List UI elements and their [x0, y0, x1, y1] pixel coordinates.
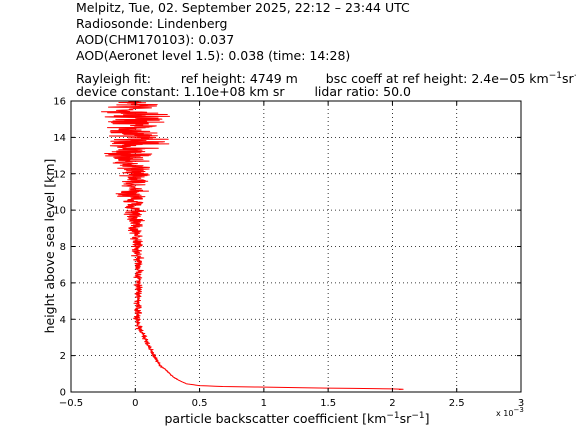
x-axis-label-exp1: −1: [386, 411, 399, 421]
x-tick-label: 2.5: [449, 398, 465, 409]
x-axis-multiplier: x 10−3: [496, 406, 524, 418]
y-tick-label: 8: [60, 242, 66, 253]
title-line-location-time: Melpitz, Tue, 02. September 2025, 22:12 …: [76, 0, 410, 15]
x-tick-label: −0.5: [59, 398, 83, 409]
bsc-coeff-prefix: bsc coeff at ref height: 2.4e−05 km: [325, 71, 549, 87]
title-line-device-constant: device constant: 1.10e+08 km sr lidar ra…: [76, 84, 411, 100]
title-line-aod-chm: AOD(CHM170103): 0.037: [76, 32, 235, 47]
x-tick-label: 0.5: [192, 398, 208, 409]
x-axis-label-suffix: ]: [425, 411, 430, 426]
x-tick-label: 2: [389, 398, 395, 409]
y-tick-label: 6: [60, 278, 66, 289]
x-tick-label: 0: [132, 398, 138, 409]
y-axis-label: height above sea level [km]: [42, 159, 57, 334]
x-axis-label: particle backscatter coefficient [km−1sr…: [164, 411, 429, 426]
y-tick-label: 4: [60, 315, 66, 326]
device-constant-text: device constant: 1.10e+08 km sr: [76, 84, 285, 99]
title-line-aod-aeronet: AOD(Aeronet level 1.5): 0.038 (time: 14:…: [76, 48, 351, 63]
bsc-coeff-text: bsc coeff at ref height: 2.4e−05 km−1sr−…: [326, 71, 576, 86]
ref-height-text: ref height: 4749 m: [180, 71, 298, 87]
lidar-ratio-text: lidar ratio: 50.0: [314, 84, 411, 99]
x-tick-label: 3: [518, 398, 524, 409]
rayleigh-fit-label: Rayleigh fit:: [76, 71, 151, 87]
y-tick-label: 16: [53, 97, 66, 108]
x-axis-label-prefix: particle backscatter coefficient [km: [164, 411, 386, 426]
y-tick-label: 12: [53, 169, 66, 180]
x-axis-multiplier-base: x 10: [496, 409, 513, 418]
x-axis-label-exp2: −1: [411, 411, 424, 421]
y-tick-label: 0: [60, 388, 66, 399]
y-tick-label: 14: [53, 133, 66, 144]
y-tick-label: 2: [60, 351, 66, 362]
title-line-rayleigh-fit: Rayleigh fit: ref height: 4749 m bsc coe…: [76, 68, 576, 87]
x-tick-label: 1: [261, 398, 267, 409]
x-axis-label-mid: sr: [400, 411, 413, 426]
backscatter-profile-line: [101, 100, 404, 390]
bsc-coeff-exp2: −1: [574, 71, 576, 81]
x-tick-label: 1.5: [320, 398, 336, 409]
title-line-radiosonde: Radiosonde: Lindenberg: [76, 16, 228, 31]
bsc-coeff-exp1: −1: [548, 71, 562, 81]
bsc-coeff-mid: sr: [561, 71, 574, 87]
x-axis-multiplier-exp: −3: [513, 406, 523, 414]
y-tick-label: 10: [53, 206, 66, 217]
